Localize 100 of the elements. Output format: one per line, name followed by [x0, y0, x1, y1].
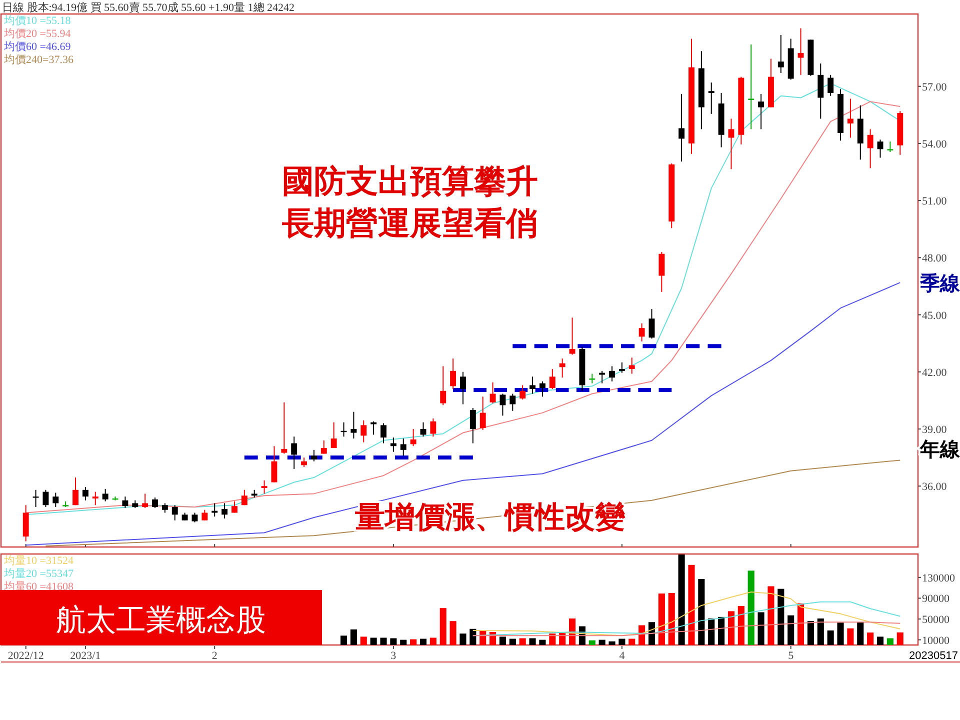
y-tick-label: 45.00: [922, 310, 948, 322]
candlestick: [330, 422, 337, 449]
candlestick: [569, 317, 576, 356]
x-tick-label: 2023/1: [70, 650, 101, 662]
candlestick: [818, 62, 824, 120]
text: 均量10 =31524: [3, 555, 74, 567]
bar: [420, 638, 427, 645]
x-tick-label: 2022/12: [8, 650, 44, 662]
candlestick: [291, 436, 298, 470]
bar: [340, 636, 348, 645]
bar: [807, 621, 814, 645]
candlestick: [310, 449, 317, 462]
y-tick-label: 10000: [922, 634, 950, 647]
annotation: 航太工業概念股: [56, 604, 266, 637]
candlestick: [42, 489, 49, 508]
candlestick: [172, 504, 178, 521]
candlestick: [162, 502, 168, 514]
y-tick-label: 39.00: [922, 424, 948, 436]
y-tick-label: 51.00: [922, 196, 948, 208]
candlestick: [520, 384, 526, 400]
candlestick: [460, 371, 466, 405]
bar: [788, 615, 794, 645]
bar: [698, 578, 705, 645]
bar: [748, 570, 754, 645]
candlestick: [480, 396, 486, 430]
text: 均價20 =55.94: [3, 28, 72, 40]
y-tick-label: 42.00: [922, 366, 948, 379]
candlestick: [539, 380, 546, 398]
bar: [380, 638, 387, 645]
candlestick: [102, 488, 108, 502]
bar: [876, 636, 884, 645]
text: 20230517: [909, 650, 958, 662]
bar: [638, 625, 646, 645]
bar: [847, 628, 854, 645]
x-tick-label: 4: [619, 650, 626, 662]
candlestick: [500, 393, 506, 416]
candlestick: [301, 457, 307, 468]
bar: [410, 639, 417, 645]
candlestick: [122, 496, 128, 508]
candlestick: [618, 362, 625, 374]
bar: [896, 632, 904, 645]
candlestick: [470, 408, 476, 444]
candlestick: [261, 480, 268, 494]
bar: [450, 621, 456, 645]
y-tick-label: 50000: [922, 614, 950, 626]
bar: [758, 612, 764, 645]
candlestick: [22, 504, 29, 542]
candlestick: [32, 489, 39, 508]
bar: [430, 638, 436, 645]
candlestick: [281, 402, 288, 454]
line-series: [472, 591, 901, 636]
candlestick: [400, 438, 406, 456]
y-tick-label: 130000: [922, 572, 956, 584]
bar: [778, 588, 784, 645]
candlestick: [887, 141, 894, 153]
bar: [509, 638, 516, 645]
bar: [370, 638, 377, 645]
y-tick-label: 48.00: [922, 252, 948, 265]
bar: [768, 586, 774, 645]
bar: [529, 638, 536, 645]
candlestick: [658, 251, 665, 292]
candlestick: [549, 368, 556, 390]
bar: [886, 638, 894, 645]
bar: [678, 554, 685, 645]
bar: [588, 640, 596, 645]
candlestick: [530, 376, 536, 394]
candlestick: [490, 382, 496, 404]
bar: [658, 594, 665, 645]
annotation: 長期營運展望看俏: [281, 205, 538, 241]
candlestick: [847, 98, 854, 138]
bar: [738, 606, 744, 645]
candlestick: [798, 28, 804, 76]
bar: [519, 638, 526, 645]
chart-title: 日線 股本:94.19億 買 55.60賣 55.70成 55.60 +1.90量 1總 24242: [2, 1, 295, 14]
bar: [857, 622, 864, 645]
bar: [598, 640, 606, 645]
annotation: 國防支出預算攀升: [282, 163, 538, 199]
candlestick: [559, 358, 566, 378]
candlestick: [82, 486, 88, 501]
candlestick: [708, 82, 714, 114]
bar: [827, 630, 834, 645]
bar: [688, 564, 695, 645]
candlestick: [648, 308, 655, 340]
bar: [817, 618, 824, 645]
bar: [539, 640, 546, 645]
bar: [440, 608, 446, 645]
candlestick: [877, 139, 884, 158]
bar: [360, 636, 367, 645]
text: 均量20 =55347: [3, 568, 74, 580]
candlestick: [410, 428, 416, 447]
candlestick: [350, 411, 357, 439]
bar: [618, 638, 626, 645]
y-tick-label: 57.00: [922, 81, 948, 94]
candlestick: [440, 366, 446, 406]
text: 均價60 =46.69: [3, 41, 72, 53]
text: 季線: [919, 272, 960, 295]
text: 均價10 =55.18: [3, 15, 72, 27]
candlestick: [360, 420, 367, 443]
bar: [708, 618, 715, 645]
candlestick: [72, 477, 78, 506]
